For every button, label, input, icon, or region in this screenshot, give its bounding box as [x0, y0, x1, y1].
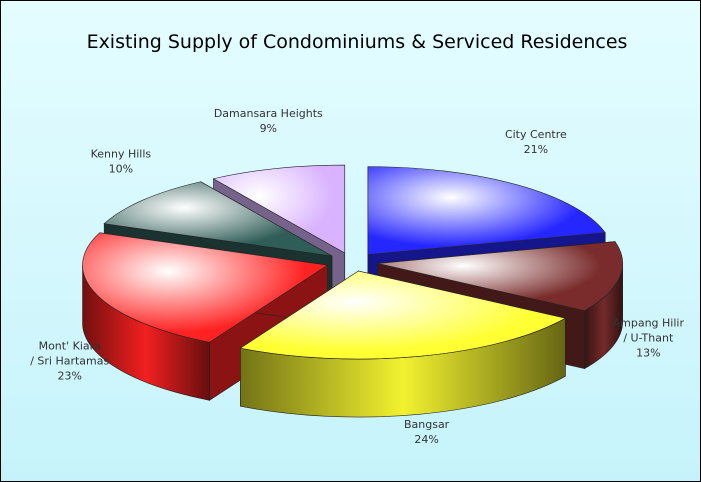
slice-label: Bangsar 24% [404, 418, 450, 446]
slice [367, 166, 606, 255]
slice-label: Ampang Hilir / U-Thant 13% [613, 317, 685, 360]
value-label: 24% [414, 433, 438, 446]
slice-label: Kenny Hills 10% [91, 147, 152, 175]
category-label: Kenny Hills [91, 147, 152, 160]
value-label: 13% [636, 347, 660, 360]
slice-label: City Centre 21% [505, 128, 567, 156]
category-label: Ampang Hilir / U-Thant [613, 317, 685, 345]
value-label: 10% [109, 162, 133, 175]
slice [377, 241, 623, 311]
category-label: Bangsar [404, 418, 450, 431]
slice-label: Mont' Kiara / Sri Hartamas 23% [30, 339, 109, 382]
value-label: 21% [524, 143, 548, 156]
slice [212, 164, 346, 254]
slice [239, 270, 567, 360]
chart-title: Existing Supply of Condominiums & Servic… [87, 31, 628, 53]
category-label: Mont' Kiara / Sri Hartamas [30, 339, 109, 367]
slice [103, 181, 333, 257]
slice-label: Damansara Heights 9% [214, 107, 323, 135]
category-label: City Centre [505, 128, 567, 141]
value-label: 23% [58, 369, 82, 382]
slice [82, 232, 329, 343]
value-label: 9% [260, 122, 277, 135]
category-label: Damansara Heights [214, 107, 323, 120]
